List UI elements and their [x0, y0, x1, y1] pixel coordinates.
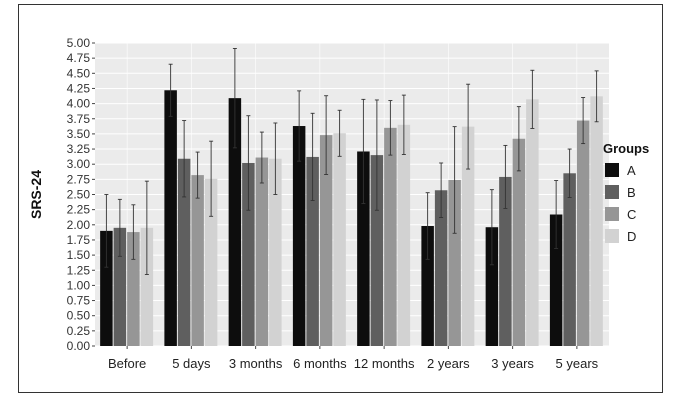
bar-D — [204, 178, 218, 346]
y-tick-label: 0.25 — [67, 324, 91, 338]
bar-D — [269, 158, 282, 346]
bar-D — [140, 227, 154, 346]
y-tick-label: 1.50 — [67, 248, 91, 262]
bar-B — [499, 176, 512, 346]
y-tick-label: 4.75 — [67, 51, 91, 65]
x-tick-label: 12 months — [354, 356, 415, 371]
legend-key-B — [605, 185, 619, 199]
bar-C — [448, 179, 461, 346]
bar-B — [306, 156, 319, 346]
bar-A — [100, 230, 113, 346]
y-axis-title: SRS-24 — [28, 170, 44, 219]
x-tick-label: 3 months — [229, 356, 283, 371]
bar-A — [549, 214, 563, 346]
bar-D — [526, 99, 539, 346]
bar-D — [461, 126, 475, 347]
y-tick-label: 5.00 — [67, 36, 91, 50]
bar-B — [242, 162, 255, 346]
legend-label-B: B — [627, 185, 636, 200]
y-tick-label: 4.25 — [67, 81, 91, 95]
y-tick-label: 0.75 — [67, 294, 91, 308]
y-tick-label: 2.25 — [67, 203, 91, 217]
bar-A — [357, 151, 370, 346]
error-bars — [104, 48, 599, 275]
legend-title: Groups — [603, 141, 649, 156]
x-tick-label: 5 days — [172, 356, 211, 371]
bar-B — [434, 190, 448, 346]
bar-C — [127, 232, 140, 346]
bar-C — [191, 175, 204, 346]
legend-key-A — [605, 163, 619, 177]
bar-A — [485, 227, 499, 346]
x-tick-label: 6 months — [293, 356, 347, 371]
bar-B — [370, 155, 384, 346]
bar-B — [177, 158, 191, 346]
bar-C — [319, 135, 333, 346]
bar-A — [228, 98, 242, 347]
bar-D — [397, 124, 411, 346]
y-tick-label: 2.75 — [67, 172, 91, 186]
bar-D — [333, 133, 346, 346]
bar-A — [292, 126, 306, 346]
y-tick-label: 4.00 — [67, 97, 91, 111]
y-tick-label: 3.75 — [67, 112, 91, 126]
y-tick-label: 0.00 — [67, 339, 91, 353]
legend-key-D — [605, 229, 619, 243]
y-tick-label: 4.50 — [67, 66, 91, 80]
bar-chart: 0.000.250.500.75 1.001.251.501.752.002.25… — [28, 36, 649, 371]
x-axis-ticks: Before 5 days 3 months 6 months 12 months 2 y… — [108, 346, 599, 371]
bar-C — [384, 127, 397, 346]
bars — [100, 90, 603, 347]
y-tick-label: 3.00 — [67, 157, 91, 171]
bar-A — [164, 90, 177, 346]
legend-label-D: D — [627, 229, 636, 244]
y-tick-label: 1.75 — [67, 233, 91, 247]
x-tick-label: 2 years — [427, 356, 470, 371]
x-tick-label: 5 years — [556, 356, 599, 371]
bar-A — [421, 226, 434, 346]
y-tick-label: 3.25 — [67, 142, 91, 156]
y-tick-label: 2.00 — [67, 218, 91, 232]
y-tick-label: 1.00 — [67, 278, 91, 292]
legend-label-C: C — [627, 207, 636, 222]
legend-key-C — [605, 207, 619, 221]
x-tick-label: Before — [108, 356, 146, 371]
bar-C — [255, 157, 269, 346]
bar-C — [512, 138, 526, 346]
y-tick-label: 2.50 — [67, 188, 91, 202]
y-axis-ticks: 0.000.250.500.75 1.001.251.501.752.002.25… — [67, 36, 95, 353]
y-tick-label: 1.25 — [67, 263, 91, 277]
x-tick-label: 3 years — [491, 356, 534, 371]
bar-D — [590, 96, 603, 346]
bar-C — [576, 120, 590, 347]
y-tick-label: 3.50 — [67, 127, 91, 141]
y-tick-label: 0.50 — [67, 309, 91, 323]
chart-frame: 0.00 0.25 0.50 0.75 1.00 1.25 1.50 1.75 2.00 2.25… — [18, 4, 663, 393]
bar-B — [113, 227, 127, 346]
bar-B — [563, 173, 576, 346]
legend-label-A: A — [627, 163, 636, 178]
